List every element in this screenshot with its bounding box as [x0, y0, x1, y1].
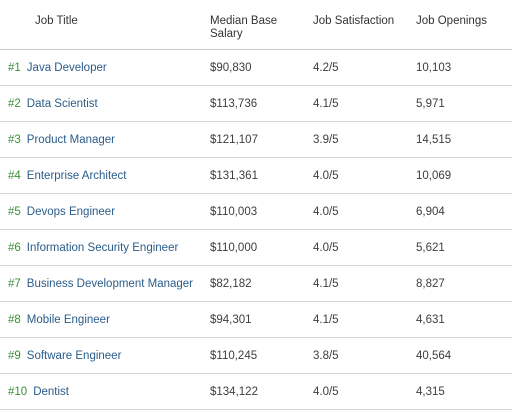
job-title-link[interactable]: Dentist [33, 385, 69, 398]
salary-cell: $110,000 [210, 229, 313, 266]
salary-cell: $121,107 [210, 121, 313, 158]
rank-label: #7 [8, 277, 21, 290]
rank-label: #9 [8, 349, 21, 362]
rank-label: #6 [8, 241, 21, 254]
table-row: #3 Product Manager $121,107 3.9/5 14,515 [0, 121, 512, 158]
job-title-cell: #10 Dentist [0, 373, 210, 410]
table-row: #8 Mobile Engineer $94,301 4.1/5 4,631 [0, 301, 512, 338]
header-job-openings: Job Openings [416, 0, 512, 50]
job-title-link[interactable]: Information Security Engineer [26, 241, 179, 254]
satisfaction-cell: 3.8/5 [313, 337, 416, 374]
openings-cell: 6,904 [416, 193, 512, 230]
job-title-link[interactable]: Devops Engineer [26, 205, 116, 218]
openings-cell: 14,515 [416, 121, 512, 158]
job-title-cell: #4 Enterprise Architect [0, 157, 210, 194]
salary-cell: $134,122 [210, 373, 313, 410]
job-title-link[interactable]: Data Scientist [26, 97, 98, 110]
job-title-link[interactable]: Mobile Engineer [26, 313, 110, 326]
satisfaction-cell: 4.1/5 [313, 301, 416, 338]
table-row: #4 Enterprise Architect $131,361 4.0/5 10… [0, 157, 512, 194]
rank-label: #4 [8, 169, 21, 182]
satisfaction-cell: 4.1/5 [313, 265, 416, 302]
rank-label: #3 [8, 133, 21, 146]
job-title-cell: #2 Data Scientist [0, 85, 210, 122]
header-median-base-salary: Median Base Salary [210, 0, 313, 50]
table-row: #9 Software Engineer $110,245 3.8/5 40,56… [0, 337, 512, 374]
rank-label: #1 [8, 61, 21, 74]
header-row: Job Title Median Base Salary Job Satisfa… [0, 0, 512, 50]
salary-cell: $110,003 [210, 193, 313, 230]
table-row: #10 Dentist $134,122 4.0/5 4,315 [0, 373, 512, 410]
rank-label: #10 [8, 385, 28, 398]
job-title-link[interactable]: Java Developer [26, 61, 107, 74]
job-title-link[interactable]: Software Engineer [26, 349, 122, 362]
table-row: #5 Devops Engineer $110,003 4.0/5 6,904 [0, 193, 512, 230]
job-title-link[interactable]: Business Development Manager [26, 277, 193, 290]
job-title-cell: #9 Software Engineer [0, 337, 210, 374]
openings-cell: 4,631 [416, 301, 512, 338]
table-row: #7 Business Development Manager $82,182 4… [0, 265, 512, 302]
salary-cell: $90,830 [210, 49, 313, 86]
satisfaction-cell: 4.0/5 [313, 157, 416, 194]
job-title-cell: #7 Business Development Manager [0, 265, 210, 302]
openings-cell: 10,103 [416, 49, 512, 86]
salary-cell: $110,245 [210, 337, 313, 374]
rank-label: #8 [8, 313, 21, 326]
job-title-cell: #5 Devops Engineer [0, 193, 210, 230]
salary-cell: $82,182 [210, 265, 313, 302]
job-title-link[interactable]: Product Manager [26, 133, 116, 146]
openings-cell: 5,621 [416, 229, 512, 266]
openings-cell: 10,069 [416, 157, 512, 194]
satisfaction-cell: 3.9/5 [313, 121, 416, 158]
job-title-cell: #3 Product Manager [0, 121, 210, 158]
openings-cell: 8,827 [416, 265, 512, 302]
job-title-cell: #8 Mobile Engineer [0, 301, 210, 338]
salary-cell: $131,361 [210, 157, 313, 194]
satisfaction-cell: 4.0/5 [313, 373, 416, 410]
satisfaction-cell: 4.0/5 [313, 229, 416, 266]
table-row: #1 Java Developer $90,830 4.2/5 10,103 [0, 49, 512, 86]
rank-label: #2 [8, 97, 21, 110]
table-row: #6 Information Security Engineer $110,000… [0, 229, 512, 266]
satisfaction-cell: 4.0/5 [313, 193, 416, 230]
table-body: #1 Java Developer $90,830 4.2/5 10,103 #2… [0, 49, 512, 410]
openings-cell: 40,564 [416, 337, 512, 374]
rank-label: #5 [8, 205, 21, 218]
salary-cell: $113,736 [210, 85, 313, 122]
openings-cell: 5,971 [416, 85, 512, 122]
table-header: Job Title Median Base Salary Job Satisfa… [0, 0, 512, 50]
job-title-link[interactable]: Enterprise Architect [26, 169, 127, 182]
header-job-title: Job Title [0, 0, 210, 50]
salary-cell: $94,301 [210, 301, 313, 338]
header-job-satisfaction: Job Satisfaction [313, 0, 416, 50]
satisfaction-cell: 4.1/5 [313, 85, 416, 122]
job-title-cell: #6 Information Security Engineer [0, 229, 210, 266]
job-title-cell: #1 Java Developer [0, 49, 210, 86]
satisfaction-cell: 4.2/5 [313, 49, 416, 86]
openings-cell: 4,315 [416, 373, 512, 410]
table-row: #2 Data Scientist $113,736 4.1/5 5,971 [0, 85, 512, 122]
